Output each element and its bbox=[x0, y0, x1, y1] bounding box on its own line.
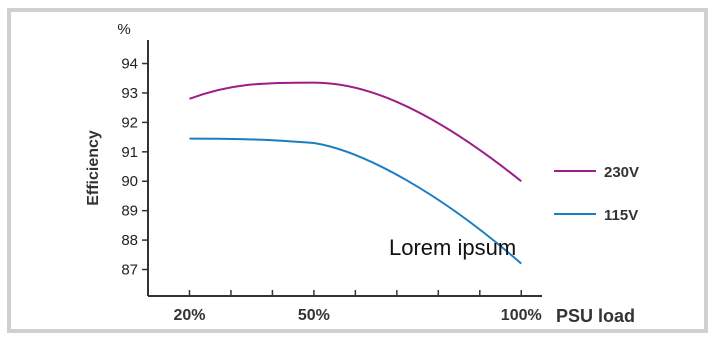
series-line-230V bbox=[189, 81, 522, 183]
annotation-text: Lorem ipsum bbox=[389, 235, 516, 260]
y-tick-label: 91 bbox=[121, 144, 138, 161]
y-tick-label: 94 bbox=[121, 56, 138, 73]
y-tick-label: 90 bbox=[121, 173, 138, 190]
y-unit-label: % bbox=[117, 21, 130, 38]
legend: 230V 115V bbox=[554, 164, 639, 224]
y-tick-label: 93 bbox=[121, 85, 138, 102]
x-tick-label: 100% bbox=[501, 307, 542, 324]
y-tick-label: 92 bbox=[121, 114, 138, 131]
axes: 87 88 89 90 91 92 93 94 20% 50% 100% bbox=[121, 40, 542, 324]
legend-label-230V: 230V bbox=[604, 164, 639, 181]
y-tick-label: 89 bbox=[121, 203, 138, 220]
x-axis-title: PSU load bbox=[556, 306, 635, 326]
x-tick-label: 50% bbox=[298, 307, 330, 324]
series-line-115V bbox=[189, 137, 522, 265]
y-tick-label: 87 bbox=[121, 262, 138, 279]
series-lines bbox=[189, 81, 522, 265]
y-axis-title: Efficiency bbox=[85, 130, 102, 206]
legend-label-115V: 115V bbox=[604, 207, 638, 224]
x-tick-label: 20% bbox=[173, 307, 205, 324]
y-tick-label: 88 bbox=[121, 232, 138, 249]
